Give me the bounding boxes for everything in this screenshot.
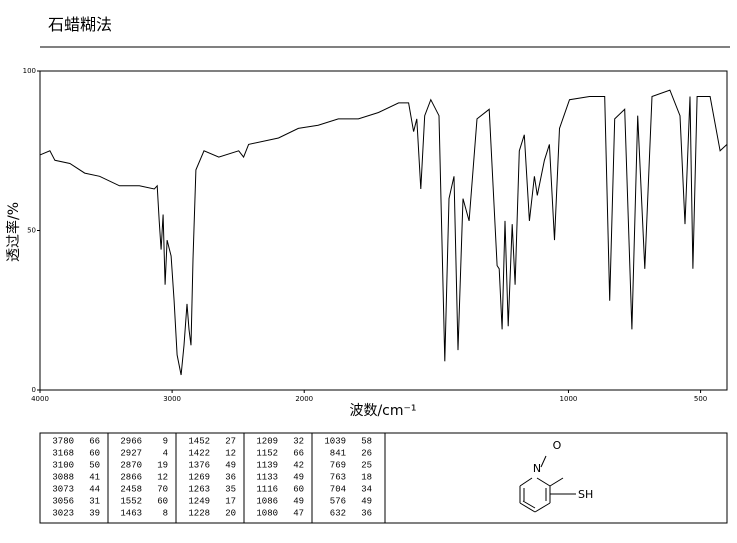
peak-transmittance: 26 [361,448,372,458]
peak-transmittance: 12 [157,472,168,482]
peak-wavenumber: 2866 [120,472,142,482]
table-frame [39,432,728,524]
peak-wavenumber: 2458 [120,484,142,494]
peak-transmittance: 25 [361,460,372,470]
peak-transmittance: 12 [225,448,236,458]
peak-transmittance: 35 [225,484,236,494]
peak-transmittance: 60 [293,484,304,494]
x-tick-label: 3000 [163,395,181,403]
peak-transmittance: 58 [361,436,372,446]
peak-wavenumber: 1209 [256,436,278,446]
peak-wavenumber: 1133 [256,472,278,482]
peak-wavenumber: 2927 [120,448,142,458]
peak-wavenumber: 1263 [188,484,210,494]
peak-wavenumber: 1463 [120,508,142,518]
peak-wavenumber: 1376 [188,460,210,470]
x-axis-label: 波数/cm⁻¹ [349,403,416,419]
peak-transmittance: 60 [157,496,168,506]
peak-wavenumber: 763 [330,472,346,482]
x-tick-label: 500 [694,395,707,403]
chart-title: 石蜡糊法 [48,15,112,34]
x-tick-label: 1000 [560,395,578,403]
peak-transmittance: 70 [157,484,168,494]
peak-table: 3780 66 2966 9 1452 27 1209 32 1039 58 3168 60 2927 4… [52,433,372,523]
peak-transmittance: 39 [89,508,100,518]
peak-transmittance: 42 [293,460,304,470]
peak-transmittance: 66 [293,448,304,458]
peak-transmittance: 41 [89,472,100,482]
peak-transmittance: 18 [361,472,372,482]
peak-transmittance: 44 [89,484,100,494]
peak-transmittance: 27 [225,436,236,446]
peak-wavenumber: 1116 [256,484,278,494]
plot-frame [39,70,728,391]
y-tick-label: 0 [32,386,36,394]
peak-wavenumber: 2966 [120,436,142,446]
peak-wavenumber: 1228 [188,508,210,518]
peak-transmittance: 36 [361,508,372,518]
peak-transmittance: 31 [89,496,100,506]
peak-transmittance: 47 [293,508,304,518]
peak-wavenumber: 1086 [256,496,278,506]
peak-transmittance: 19 [157,460,168,470]
peak-transmittance: 34 [361,484,372,494]
peak-wavenumber: 841 [330,448,346,458]
peak-transmittance: 32 [293,436,304,446]
peak-wavenumber: 1039 [324,436,346,446]
atom-n: N [533,462,541,475]
peak-transmittance: 9 [163,436,168,446]
peak-transmittance: 49 [293,496,304,506]
peak-wavenumber: 3088 [52,472,74,482]
peak-wavenumber: 1552 [120,496,142,506]
peak-wavenumber: 769 [330,460,346,470]
peak-transmittance: 66 [89,436,100,446]
peak-wavenumber: 1452 [188,436,210,446]
peak-transmittance: 17 [225,496,236,506]
peak-transmittance: 8 [163,508,168,518]
peak-wavenumber: 704 [330,484,346,494]
peak-transmittance: 49 [293,472,304,482]
spectrum-line [39,89,728,376]
peak-transmittance: 49 [361,496,372,506]
peak-wavenumber: 1269 [188,472,210,482]
y-tick-label: 50 [27,227,36,235]
x-tick-label: 2000 [295,395,313,403]
x-tick-label: 4000 [31,395,49,403]
atom-o: O [553,439,562,452]
peak-wavenumber: 1139 [256,460,278,470]
peak-transmittance: 50 [89,460,100,470]
peak-wavenumber: 1080 [256,508,278,518]
peak-wavenumber: 2870 [120,460,142,470]
peak-wavenumber: 632 [330,508,346,518]
peak-wavenumber: 1422 [188,448,210,458]
peak-wavenumber: 3073 [52,484,74,494]
peak-transmittance: 60 [89,448,100,458]
peak-transmittance: 4 [163,448,168,458]
atom-sh: SH [578,488,593,501]
y-tick-label: 100 [23,67,36,75]
peak-wavenumber: 1152 [256,448,278,458]
peak-transmittance: 20 [225,508,236,518]
peak-wavenumber: 3056 [52,496,74,506]
peak-wavenumber: 3780 [52,436,74,446]
y-axis-label: 透过率/% [5,202,22,262]
peak-wavenumber: 3100 [52,460,74,470]
peak-transmittance: 36 [225,472,236,482]
peak-wavenumber: 3168 [52,448,74,458]
peak-wavenumber: 3023 [52,508,74,518]
peak-transmittance: 49 [225,460,236,470]
structure [519,455,576,513]
peak-wavenumber: 1249 [188,496,210,506]
peak-wavenumber: 576 [330,496,346,506]
